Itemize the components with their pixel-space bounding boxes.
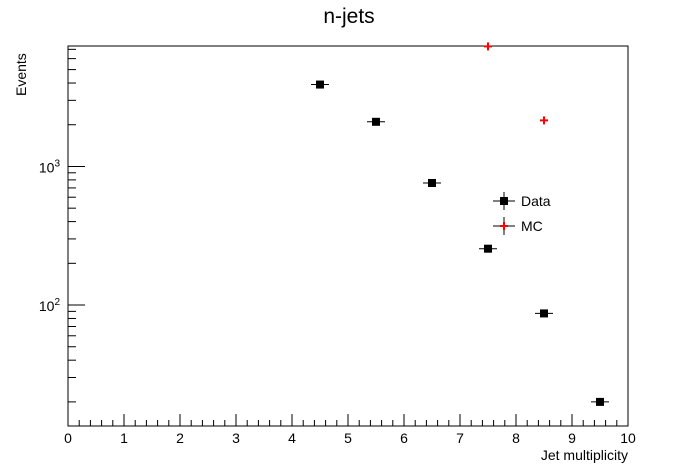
plot-frame — [67, 45, 629, 427]
data-point — [372, 117, 380, 126]
y-tick-label: 102 — [39, 297, 61, 314]
legend-marker-data — [500, 197, 508, 205]
chart-title: n-jets — [323, 5, 374, 28]
x-axis: 0 1 2 3 4 5 6 7 8 9 10 — [64, 414, 636, 446]
x-tick-label: 6 — [400, 430, 408, 446]
x-tick-label: 1 — [120, 430, 128, 446]
x-tick-label: 0 — [64, 430, 72, 446]
x-tick-label: 7 — [456, 430, 464, 446]
x-tick-label: 3 — [232, 430, 240, 446]
legend-label-mc: MC — [521, 218, 543, 234]
x-axis-label: Jet multiplicity — [541, 447, 628, 463]
data-point — [428, 178, 436, 187]
x-tick-label: 2 — [176, 430, 184, 446]
data-point — [484, 244, 492, 253]
series-layer — [311, 42, 609, 406]
data-point — [316, 80, 324, 89]
x-tick-label: 9 — [568, 430, 576, 446]
data-point — [596, 397, 604, 406]
legend-marker-mc — [500, 222, 508, 230]
x-tick-label: 5 — [344, 430, 352, 446]
legend-label-data: Data — [521, 193, 551, 209]
x-tick-label: 8 — [512, 430, 520, 446]
data-point — [540, 309, 548, 318]
y-axis: 102 103 — [39, 48, 85, 403]
x-tick-label: 4 — [288, 430, 296, 446]
x-tick-label: 10 — [620, 430, 636, 446]
mc-point — [540, 116, 548, 125]
y-tick-label: 103 — [39, 158, 61, 175]
y-axis-label: Events — [13, 53, 29, 96]
legend: Data MC — [493, 192, 551, 235]
mc-point — [484, 42, 492, 51]
